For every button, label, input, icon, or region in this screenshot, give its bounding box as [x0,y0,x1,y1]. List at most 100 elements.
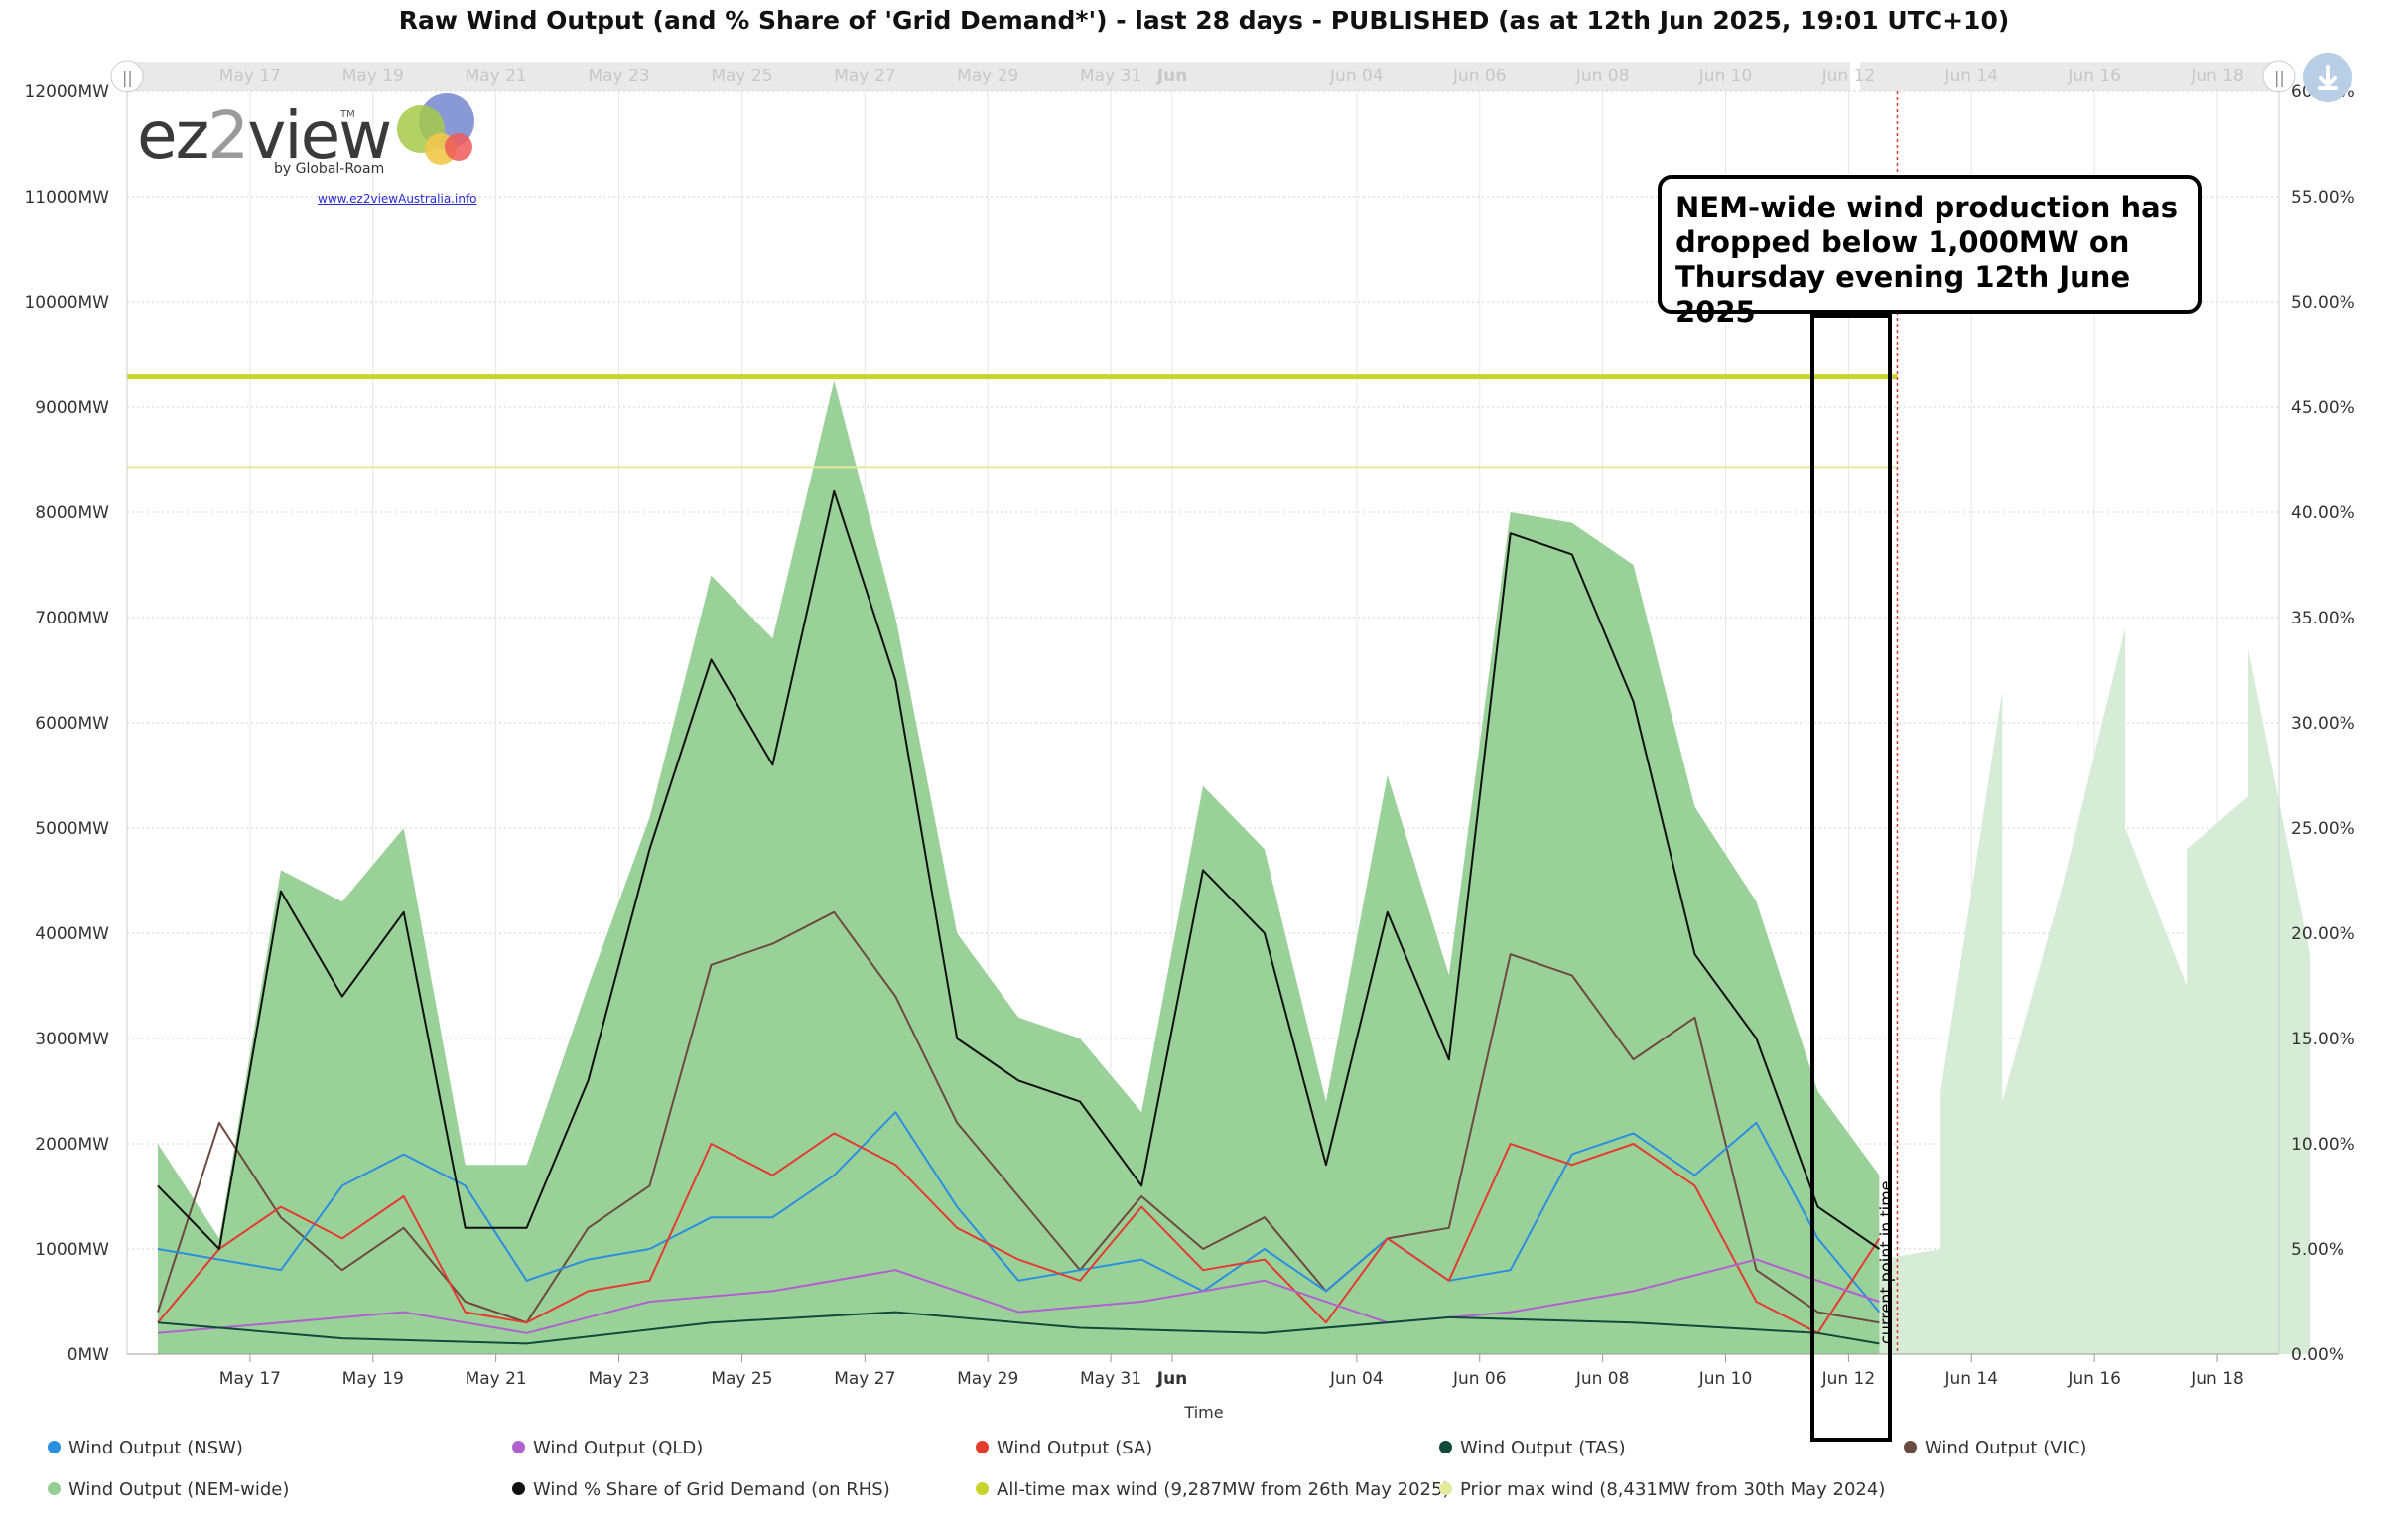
y-tick-right: 25.00% [2291,819,2355,839]
x-tick-label: Jun 04 [1329,1369,1384,1389]
y-tick-right: 30.00% [2291,714,2355,734]
legend-marker-icon [512,1440,525,1453]
svg-text:||: || [122,69,133,87]
legend-label: All-time max wind (9,287MW from 26th May… [997,1479,1450,1500]
legend-item[interactable]: All-time max wind (9,287MW from 26th May… [976,1479,1450,1500]
series-line-wind-output-tas- [157,1311,1880,1345]
y-tick-left: 8000MW [35,503,109,523]
navigator-tick-label: May 19 [342,67,404,86]
y-tick-left: 7000MW [35,609,109,628]
series-line-wind-output-vic- [157,910,1880,1324]
legend-label: Wind Output (NEM-wide) [68,1479,290,1500]
legend-label: Wind Output (VIC) [1925,1438,2087,1458]
y-tick-right: 55.00% [2291,188,2355,208]
forecast-area-shape [1879,627,2310,1354]
legend-item[interactable]: Wind Output (VIC) [1904,1438,2086,1458]
y-tick-left: 6000MW [35,714,109,734]
y-tick-right: 40.00% [2291,503,2355,523]
x-tick-label: May 29 [957,1369,1018,1389]
logo-url-link[interactable]: www.ez2viewAustralia.info [318,192,477,206]
y-tick-right: 5.00% [2291,1240,2344,1260]
navigator-tick-label: Jun 04 [1329,67,1384,86]
y-tick-left: 12000MW [24,82,109,102]
legend-item[interactable]: Wind Output (SA) [976,1438,1152,1458]
x-tick-label: Jun 06 [1452,1369,1507,1389]
x-tick-label: May 25 [711,1369,772,1389]
navigator-tick-label: May 29 [957,67,1018,86]
download-button[interactable] [2303,53,2352,102]
x-tick-label: May 27 [834,1369,895,1389]
x-tick-label: Jun [1156,1369,1188,1389]
y-tick-right: 35.00% [2291,609,2355,628]
navigator-tick-label: Jun 18 [2190,67,2244,86]
series-group [157,380,1881,1354]
legend-marker-icon [48,1481,61,1495]
y-tick-left: 0MW [67,1345,109,1365]
legend-marker-icon [48,1440,61,1453]
legend-marker-icon [976,1481,989,1495]
logo-wordmark: ez2view [137,97,392,174]
navigator-tick-label: May 27 [834,67,895,86]
y-tick-left: 3000MW [35,1030,109,1049]
forecast-area [1879,627,2310,1354]
download-arrow-icon [2318,65,2338,90]
y-tick-left: 5000MW [35,819,109,839]
legend-item[interactable]: Wind Output (NEM-wide) [48,1479,289,1500]
current-time-label: current point in time [1876,1180,1895,1344]
logo-tm: TM [340,109,355,120]
nem-wide-area [157,380,1880,1354]
legend-item[interactable]: Wind % Share of Grid Demand (on RHS) [512,1479,890,1500]
legend-label: Wind % Share of Grid Demand (on RHS) [533,1479,890,1500]
navigator-tick-label: May 21 [466,67,527,86]
navigator-tick-label: May 17 [219,67,281,86]
navigator-bar[interactable]: May 17 May 19 May 21 May 23 May 25 May 27 May … [110,60,2296,93]
annotation-callout: NEM-wide wind production has dropped bel… [1658,175,2202,329]
legend-item[interactable]: Wind Output (QLD) [512,1438,703,1458]
legend-marker-icon [1904,1440,1917,1453]
legend-label: Prior max wind (8,431MW from 30th May 20… [1460,1479,1886,1500]
navigator-tick-label: Jun [1156,67,1188,86]
y-tick-right: 15.00% [2291,1030,2355,1049]
legend-marker-icon [1439,1481,1452,1495]
legend-item[interactable]: Prior max wind (8,431MW from 30th May 20… [1439,1479,1885,1500]
legend-marker-icon [512,1481,525,1495]
y-tick-left: 4000MW [35,924,109,944]
y-tick-left: 11000MW [24,188,109,208]
highlight-box [1810,314,1892,1442]
legend-item[interactable]: Wind Output (TAS) [1439,1438,1626,1458]
x-tick-label: May 21 [466,1369,527,1389]
navigator-tick-label: May 25 [711,67,772,86]
legend-label: Wind Output (NSW) [68,1438,243,1458]
navigator-tick-label: Jun 16 [2067,67,2121,86]
x-tick-label: Jun 12 [1821,1369,1876,1389]
legend-item[interactable]: Wind Output (NSW) [48,1438,243,1458]
logo-circles-icon [397,93,474,165]
y-tick-right: 10.00% [2291,1135,2355,1155]
logo-byline: by Global-Roam [274,161,385,177]
series-line-wind-output-nsw- [157,1111,1881,1314]
legend-label: Wind Output (SA) [997,1438,1153,1458]
x-tick-label: Jun 14 [1943,1369,1998,1389]
navigator-tick-label: Jun 06 [1452,67,1507,86]
grid-lines [127,90,2279,1355]
series-line-wind-output-qld- [157,1258,1880,1334]
x-tick-label: Jun 08 [1575,1369,1630,1389]
x-tick-label: May 23 [588,1369,649,1389]
y-tick-right: 45.00% [2291,398,2355,418]
legend-label: Wind Output (QLD) [533,1438,704,1458]
legend-marker-icon [976,1440,989,1453]
reference-lines [127,374,1898,469]
navigator-tick-label: Jun 08 [1575,67,1630,86]
y-tick-left: 2000MW [35,1135,109,1155]
x-tick-label: May 17 [219,1369,281,1389]
navigator-tick-label: Jun 10 [1698,67,1753,86]
navigator-tick-label: May 31 [1080,67,1141,86]
y-tick-right: 0.00% [2291,1345,2344,1365]
x-tick-label: Jun 10 [1698,1369,1753,1389]
ez2view-logo: ez2view TM by Global-Roam www.ez2viewAus… [137,93,494,212]
y-tick-right: 20.00% [2291,924,2355,944]
series-line-wind-share-of-grid-demand-on-rhs- [157,489,1880,1250]
navigator-tick-label: Jun 12 [1821,67,1876,86]
legend-marker-icon [1439,1440,1452,1453]
series-line-wind-output-sa- [157,1132,1881,1334]
